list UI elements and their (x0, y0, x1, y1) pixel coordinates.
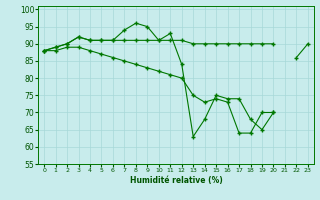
X-axis label: Humidité relative (%): Humidité relative (%) (130, 176, 222, 185)
